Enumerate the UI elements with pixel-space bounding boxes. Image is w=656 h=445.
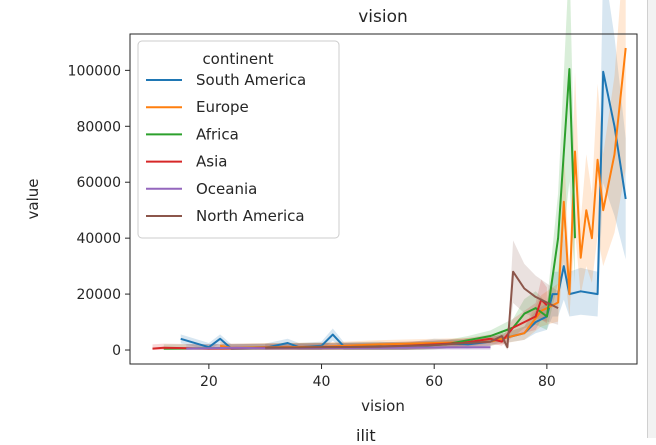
chart: vision 20 40 60 80 0 20000 40000 60000 80000 100… [24,0,638,415]
y-tick-label: 60000 [76,175,121,191]
series-line-north-america [265,270,559,349]
legend-label-north-america: North America [196,207,305,225]
y-tick-label: 40000 [76,231,121,247]
legend: continent South America Europe Africa Asia O… [137,40,340,239]
scrollbar[interactable] [647,0,656,438]
x-tick-label: 80 [538,374,556,390]
x-axis-label: vision [361,397,405,415]
legend-label-europe: Europe [196,98,249,116]
y-tick-label: 100000 [68,63,121,79]
series-line-europe [219,47,627,349]
y-tick-label: 0 [112,343,121,359]
y-axis-label: value [24,179,42,220]
x-tick-label: 60 [425,374,443,390]
legend-label-africa: Africa [196,125,239,143]
y-tick-label: 20000 [76,287,121,303]
x-axis: 20 40 60 80 [200,364,556,390]
band-africa [163,0,575,350]
legend-items: South America Europe Africa Asia Oceania Nort… [146,71,306,225]
x-tick-label: 40 [313,374,331,390]
legend-label-asia: Asia [196,153,227,171]
legend-label-oceania: Oceania [196,180,257,198]
x-tick-label: 20 [200,374,218,390]
legend-title: continent [202,50,273,68]
partial-caption: ilit [356,426,376,445]
plot-frame [129,33,638,365]
y-tick-label: 80000 [76,119,121,135]
legend-label-south-america: South America [196,71,306,89]
chart-title: vision [358,7,408,27]
series-lines [152,47,627,350]
legend-box [137,40,340,239]
y-axis: 0 20000 40000 60000 80000 100000 [68,63,130,359]
